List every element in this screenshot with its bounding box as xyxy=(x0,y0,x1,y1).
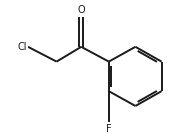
Text: O: O xyxy=(77,5,85,15)
Text: F: F xyxy=(106,124,112,134)
Text: Cl: Cl xyxy=(17,42,27,52)
